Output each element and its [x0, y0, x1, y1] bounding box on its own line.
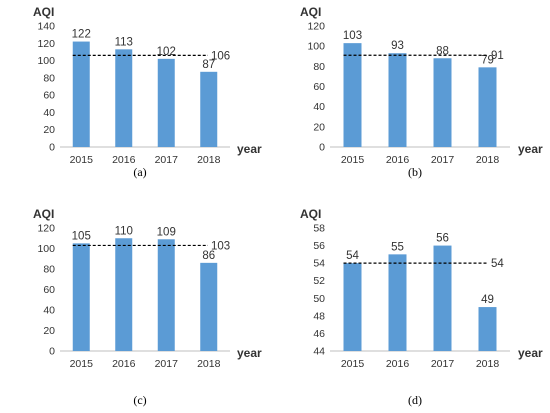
- panel-caption: (c): [133, 393, 146, 407]
- y-tick-label: 120: [37, 38, 55, 50]
- x-axis-title: year: [518, 142, 543, 156]
- panel-caption: (d): [408, 393, 422, 407]
- bar-2017: [433, 245, 452, 351]
- bar-2017: [433, 58, 452, 148]
- y-tick-label: 120: [307, 21, 325, 33]
- data-label: 93: [391, 40, 404, 52]
- y-tick-label: 140: [37, 21, 55, 33]
- y-tick-label: 58: [313, 223, 325, 235]
- average-label: 106: [211, 50, 230, 62]
- y-tick-label: 80: [313, 61, 325, 73]
- data-label: 103: [343, 30, 362, 42]
- x-axis-title: year: [518, 346, 543, 360]
- data-label: 86: [202, 250, 215, 262]
- x-tick-label: 2016: [112, 358, 136, 370]
- y-tick-label: 20: [313, 121, 325, 133]
- x-tick-label: 2016: [112, 154, 136, 166]
- panel-caption: (b): [408, 165, 422, 179]
- bar-2016: [388, 53, 407, 147]
- y-tick-label: 100: [37, 55, 55, 67]
- y-tick-label: 56: [313, 240, 325, 252]
- data-label: 109: [157, 226, 176, 238]
- y-tick-label: 44: [313, 346, 325, 358]
- y-tick-label: 0: [49, 346, 55, 358]
- data-label: 105: [72, 230, 91, 242]
- x-tick-label: 2017: [155, 154, 179, 166]
- y-axis-title: AQI: [300, 207, 321, 221]
- chart-panel-c: AQI 0 20 40 60 80 100 120 105 2015 110 2016 109 2017 8…: [33, 207, 262, 407]
- y-tick-label: 46: [313, 328, 325, 340]
- x-tick-label: 2017: [431, 358, 455, 370]
- bar-2018: [200, 71, 218, 147]
- chart-panel-d: AQI 44 46 48 50 52 54 56 58 54 2015 55 2016 56 2017 49 2…: [300, 207, 543, 407]
- y-tick-label: 100: [307, 41, 325, 53]
- y-tick-label: 54: [313, 258, 325, 270]
- data-label: 102: [157, 46, 176, 58]
- bar-2015: [343, 43, 362, 148]
- y-tick-label: 40: [43, 107, 55, 119]
- bar-2016: [115, 49, 133, 148]
- y-tick-label: 40: [43, 305, 55, 317]
- x-tick-label: 2018: [476, 358, 500, 370]
- y-tick-label: 60: [43, 90, 55, 102]
- data-label: 56: [436, 233, 449, 245]
- y-tick-label: 100: [37, 243, 55, 255]
- y-tick-label: 52: [313, 275, 325, 287]
- x-tick-label: 2015: [341, 358, 365, 370]
- x-tick-label: 2018: [197, 154, 221, 166]
- panel-caption: (a): [133, 165, 146, 179]
- x-tick-label: 2016: [386, 154, 410, 166]
- bar-2018: [200, 262, 218, 351]
- y-axis-title: AQI: [300, 5, 321, 19]
- x-tick-label: 2015: [70, 358, 94, 370]
- bar-2018: [478, 67, 497, 147]
- y-tick-label: 60: [43, 284, 55, 296]
- y-axis-title: AQI: [33, 5, 54, 19]
- x-tick-label: 2015: [341, 154, 365, 166]
- data-label: 88: [436, 45, 449, 57]
- average-label: 54: [491, 258, 504, 270]
- x-tick-label: 2017: [431, 154, 455, 166]
- x-tick-label: 2017: [155, 358, 179, 370]
- y-tick-label: 60: [313, 81, 325, 93]
- data-label: 110: [115, 225, 133, 237]
- bar-2017: [157, 58, 175, 147]
- data-label: 79: [481, 54, 494, 66]
- y-tick-label: 80: [43, 72, 55, 84]
- x-axis-title: year: [237, 346, 262, 360]
- average-label: 103: [211, 240, 230, 252]
- data-label: 54: [346, 250, 359, 262]
- bar-2017: [157, 239, 175, 351]
- bar-2015: [343, 263, 362, 351]
- y-tick-label: 20: [43, 325, 55, 337]
- data-label: 122: [72, 29, 91, 41]
- chart-panel-a: AQI 0 20 40 60 80 100 120 140 122 2015 113 2016 102 20…: [33, 5, 262, 179]
- bar-2018: [478, 307, 497, 351]
- average-label: 91: [491, 50, 504, 62]
- y-tick-label: 50: [313, 293, 325, 305]
- x-axis-title: year: [237, 142, 262, 156]
- bar-2015: [72, 41, 90, 147]
- y-tick-label: 48: [313, 310, 325, 322]
- x-tick-label: 2018: [197, 358, 221, 370]
- y-tick-label: 0: [49, 142, 55, 154]
- x-tick-label: 2015: [70, 154, 94, 166]
- bar-2015: [72, 243, 90, 351]
- data-label: 87: [202, 59, 215, 71]
- data-label: 49: [481, 294, 494, 306]
- y-tick-label: 20: [43, 124, 55, 136]
- data-label: 113: [115, 36, 133, 48]
- data-label: 55: [391, 241, 404, 253]
- chart-panel-b: AQI 0 20 40 60 80 100 120 103 2015 93 2016 88 2017 79 2…: [300, 5, 543, 179]
- x-tick-label: 2018: [476, 154, 500, 166]
- y-axis-title: AQI: [33, 207, 54, 221]
- y-tick-label: 0: [319, 142, 325, 154]
- x-tick-label: 2016: [386, 358, 410, 370]
- y-tick-label: 40: [313, 101, 325, 113]
- bar-2016: [388, 254, 407, 351]
- y-tick-label: 120: [37, 223, 55, 235]
- y-tick-label: 80: [43, 264, 55, 276]
- bar-2016: [115, 238, 133, 351]
